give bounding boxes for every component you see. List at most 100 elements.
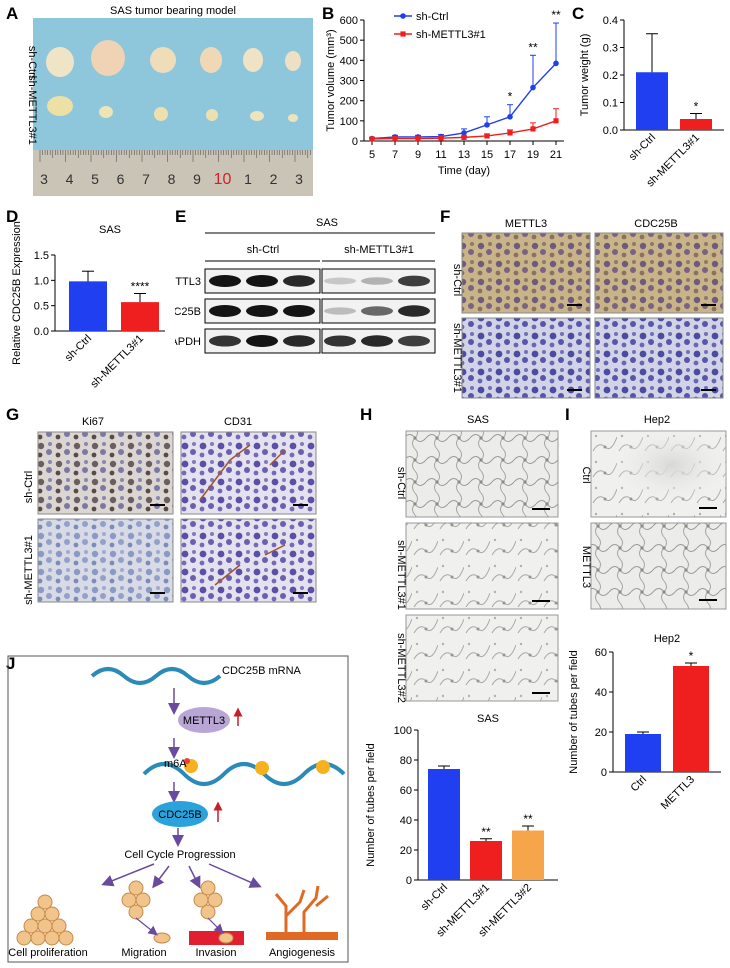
- mechanism-diagram: CDC25B mRNA METTL3 m6A CDC25B Cell Cycle…: [7, 655, 349, 963]
- western-blot: SAS sh-Ctrl sh-METTL3#1 METTL3 CDC25B GAPD…: [175, 217, 436, 354]
- y-tick-label: 100: [340, 116, 358, 128]
- ruler-number: 2: [270, 171, 278, 187]
- bar: [512, 830, 544, 880]
- data-point: [484, 122, 490, 128]
- tumor: [154, 107, 168, 121]
- ruler-number: 3: [40, 171, 48, 187]
- progression-label: Cell Cycle Progression: [124, 849, 235, 861]
- significance-label: **: [528, 40, 538, 54]
- scale-bars: [567, 304, 716, 391]
- outcome-proliferation: Cell proliferation: [8, 947, 87, 959]
- panel-i-chart: Hep2 0 20 40 60 Number of tubes per field Ctrl…: [565, 622, 730, 837]
- blot-band: [361, 335, 393, 347]
- x-tick-label: 17: [504, 149, 516, 161]
- panel-b: 0 100 200 300 400 500 600 Tumor volume (mm³) 5 7 9…: [322, 0, 570, 200]
- significance-label: ****: [131, 280, 150, 294]
- bar: [680, 119, 712, 130]
- m6a-dot-center: [184, 758, 190, 764]
- blot-band: [246, 305, 278, 317]
- blot-band: [209, 275, 241, 287]
- tumor: [150, 47, 176, 73]
- ihc-grid-g: Ki67 CD31 sh-Ctrl sh-METTL3#1: [23, 416, 317, 605]
- bar: [428, 769, 460, 880]
- bar: [673, 666, 709, 772]
- x-tick-label: 9: [415, 149, 421, 161]
- invading-cell: [218, 932, 234, 944]
- x-tick-label: sh-Ctrl: [627, 132, 658, 163]
- y-tick-label: 40: [595, 687, 607, 699]
- migration-arrow: [135, 917, 158, 936]
- y-tick-label: 0.2: [603, 70, 618, 82]
- panel-h-images: SAS sh-Ctrl sh-METTL3#1 sh-METTL3#2: [360, 405, 565, 703]
- tube-formation-images-hep2: Hep2 Ctrl METTL3: [580, 414, 727, 610]
- tube-image-sh-ctrl: [405, 430, 559, 518]
- ihc-f-row-label-1: sh-Ctrl: [451, 264, 463, 296]
- tubes-per-field-hep2-bar-chart: Hep2 0 20 40 60 Number of tubes per field Ctrl…: [568, 633, 721, 812]
- ihc-f-col-label-1: METTL3: [505, 218, 547, 230]
- tube-i-title: Hep2: [644, 414, 670, 426]
- panel-j: CDC25B mRNA METTL3 m6A CDC25B Cell Cycle…: [4, 654, 354, 966]
- significance-label: *: [694, 100, 699, 114]
- data-point: [392, 135, 398, 142]
- ihc-g-col-label-1: Ki67: [82, 416, 104, 428]
- y-tick-label: 0.1: [603, 98, 618, 110]
- tumor: [206, 109, 218, 121]
- blot-band: [398, 305, 430, 317]
- enzyme-ellipse: [178, 707, 230, 733]
- data-point: [369, 136, 375, 142]
- tumor: [91, 40, 125, 76]
- data-point: [530, 84, 536, 91]
- panel-letter-i: I: [565, 405, 570, 424]
- blot-rows: METTL3 CDC25B GAPDH: [175, 268, 436, 354]
- y-tick-label: 0.4: [603, 15, 618, 27]
- data-point: [553, 118, 559, 124]
- ruler-numbers: 3 4 5 6 7 8 9 10 1 2 3: [40, 171, 303, 188]
- ihc-image-cd31-shmettl3: [180, 518, 317, 603]
- tumors-sh-mettl3-1: [47, 96, 298, 122]
- ihc-image-mettl3-shctrl: [461, 232, 591, 314]
- tumor: [243, 48, 263, 72]
- tube-image-sh-mettl3-2: [405, 614, 559, 702]
- tube-i-row-label-2: METTL3: [580, 546, 592, 588]
- significance-label: **: [523, 812, 533, 826]
- chart-title: Hep2: [654, 633, 680, 645]
- x-tick-label: 19: [527, 149, 539, 161]
- bar: [625, 734, 661, 772]
- mrna-wave: [90, 667, 222, 685]
- ruler-number: 7: [142, 171, 150, 187]
- tube-image-mettl3: [590, 522, 727, 610]
- blot-band: [246, 275, 278, 287]
- chart-title: SAS: [99, 224, 121, 236]
- bar: [121, 302, 159, 331]
- panel-a-row-label-2: sh-METTL3#1: [26, 75, 38, 145]
- ruler-number: 1: [244, 171, 252, 187]
- data-point: [415, 135, 421, 142]
- scale-bars: [150, 504, 308, 594]
- x-tick-label: 7: [392, 149, 398, 161]
- data-point: [553, 60, 559, 67]
- ihc-f-col-label-2: CDC25B: [634, 218, 677, 230]
- m6a-dot: [316, 760, 330, 774]
- panel-letter-b: B: [322, 4, 335, 23]
- tumor: [250, 111, 264, 121]
- panel-i-images: Hep2 Ctrl METTL3: [565, 405, 730, 620]
- y-tick-label: 20: [595, 727, 607, 739]
- bar: [470, 841, 502, 880]
- blot-band: [324, 277, 356, 285]
- panel-letter-j: J: [6, 654, 16, 673]
- vessel-stain: [199, 444, 286, 586]
- ihc-g-row-label-1: sh-Ctrl: [23, 471, 35, 503]
- ihc-grid-f: METTL3 CDC25B sh-Ctrl sh-METTL3#1: [451, 218, 724, 399]
- blot-row-label: GAPDH: [175, 336, 201, 348]
- protein-label: CDC25B: [158, 809, 201, 821]
- bar: [636, 72, 668, 130]
- blot-group-label-1: sh-Ctrl: [247, 244, 279, 256]
- x-tick-label: 5: [369, 149, 375, 161]
- diagram-frame: [7, 655, 349, 963]
- outcome-migration: Migration: [121, 947, 166, 959]
- y-tick-label: 0.0: [34, 326, 49, 338]
- ruler-number: 10: [214, 171, 232, 188]
- y-axis-label: Number of tubes per field: [365, 743, 377, 867]
- tumor: [46, 47, 74, 77]
- x-tick-label: 11: [435, 149, 446, 161]
